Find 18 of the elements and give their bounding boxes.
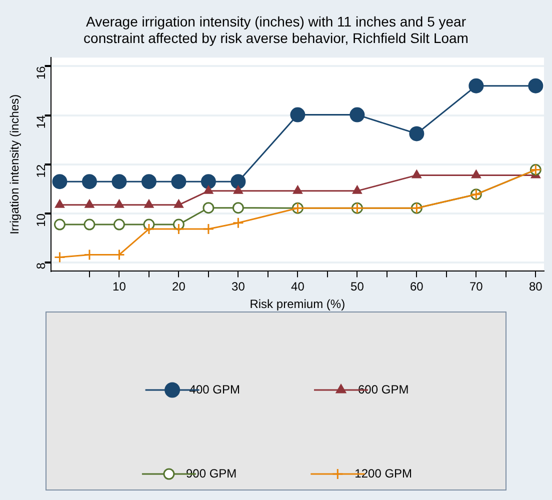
legend-label: 1200 GPM: [314, 466, 412, 480]
x-tick-label: 20: [172, 280, 186, 294]
x-tick-label: 50: [350, 280, 364, 294]
y-tick-label: 12: [34, 164, 48, 178]
x-axis-title: Risk premium (%): [250, 297, 346, 312]
x-tick-label: 30: [232, 280, 246, 294]
y-tick-label: 10: [34, 213, 48, 227]
y-tick-label: 14: [34, 114, 48, 129]
x-tick-label: 40: [291, 280, 305, 294]
y-tick-label: 8: [34, 262, 48, 270]
x-tick-label: 10: [112, 280, 126, 294]
y-tick-label: 16: [34, 66, 48, 80]
x-tick-label: 60: [410, 280, 424, 294]
y-axis-title: Irrigation intensity (inches): [8, 94, 22, 234]
legend-label: 400 GPM: [149, 382, 240, 396]
chart-title: Average irrigation intensity (inches) with 11 inches and 5 year constraint affected by risk averse behavior, Richfield Silt Loam: [84, 13, 468, 46]
x-tick-label: 70: [470, 280, 484, 294]
x-tick-label: 80: [528, 280, 543, 294]
